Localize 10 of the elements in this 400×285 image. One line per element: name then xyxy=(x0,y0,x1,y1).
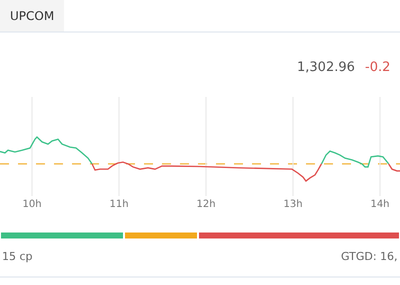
text: GTGD: 16, xyxy=(341,250,398,263)
x-tick-label: 11h xyxy=(109,199,129,210)
text: UPCOM xyxy=(10,9,54,23)
text: 1,302.96 xyxy=(297,60,355,75)
x-tick-label: 13h xyxy=(283,199,303,210)
text: 15 cp xyxy=(2,250,33,263)
text: -0.2 xyxy=(365,60,390,75)
x-tick-label: 14h xyxy=(370,199,390,210)
x-tick-label: 12h xyxy=(196,199,216,210)
x-tick-label: 10h xyxy=(22,199,42,210)
